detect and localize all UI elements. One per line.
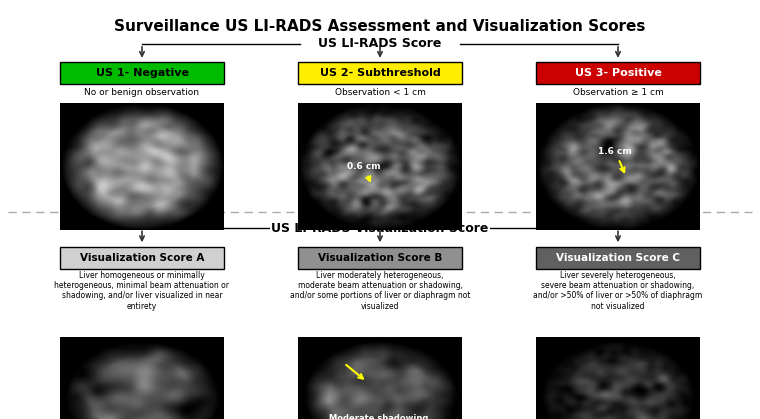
Text: Liver severely heterogeneous,
severe beam attenuation or shadowing,
and/or >50% : Liver severely heterogeneous, severe bea… (534, 271, 703, 311)
Text: US 3- Positive: US 3- Positive (575, 68, 661, 78)
Text: 0.6 cm: 0.6 cm (347, 162, 381, 181)
Bar (298, 247, 462, 269)
Text: Moderate shadowing,
of portions of liver &
diaphragm: Moderate shadowing, of portions of liver… (328, 414, 432, 419)
Text: US LI-RADS Score: US LI-RADS Score (318, 37, 442, 51)
Text: Liver moderately heterogeneous,
moderate beam attenuation or shadowing,
and/or s: Liver moderately heterogeneous, moderate… (290, 271, 470, 311)
Text: Visualization Score C: Visualization Score C (556, 253, 680, 263)
Text: Liver homogeneous or minimally
heterogeneous, minimal beam attenuation or
shadow: Liver homogeneous or minimally heterogen… (55, 271, 230, 311)
Bar (537, 247, 700, 269)
Bar (537, 62, 700, 84)
Text: Visualization Score A: Visualization Score A (80, 253, 204, 263)
Text: US 1- Negative: US 1- Negative (96, 68, 188, 78)
Text: No or benign observation: No or benign observation (84, 88, 199, 96)
Bar (60, 62, 223, 84)
Text: Visualization Score B: Visualization Score B (318, 253, 442, 263)
Bar (60, 247, 223, 269)
Text: Observation ≥ 1 cm: Observation ≥ 1 cm (572, 88, 663, 96)
Text: US LI-RADS Visualization Score: US LI-RADS Visualization Score (271, 222, 489, 235)
Text: Surveillance US LI-RADS Assessment and Visualization Scores: Surveillance US LI-RADS Assessment and V… (114, 19, 646, 34)
Text: Observation < 1 cm: Observation < 1 cm (334, 88, 426, 96)
Text: US 2- Subthreshold: US 2- Subthreshold (320, 68, 440, 78)
Text: 1.6 cm: 1.6 cm (598, 147, 632, 172)
Bar (298, 62, 462, 84)
